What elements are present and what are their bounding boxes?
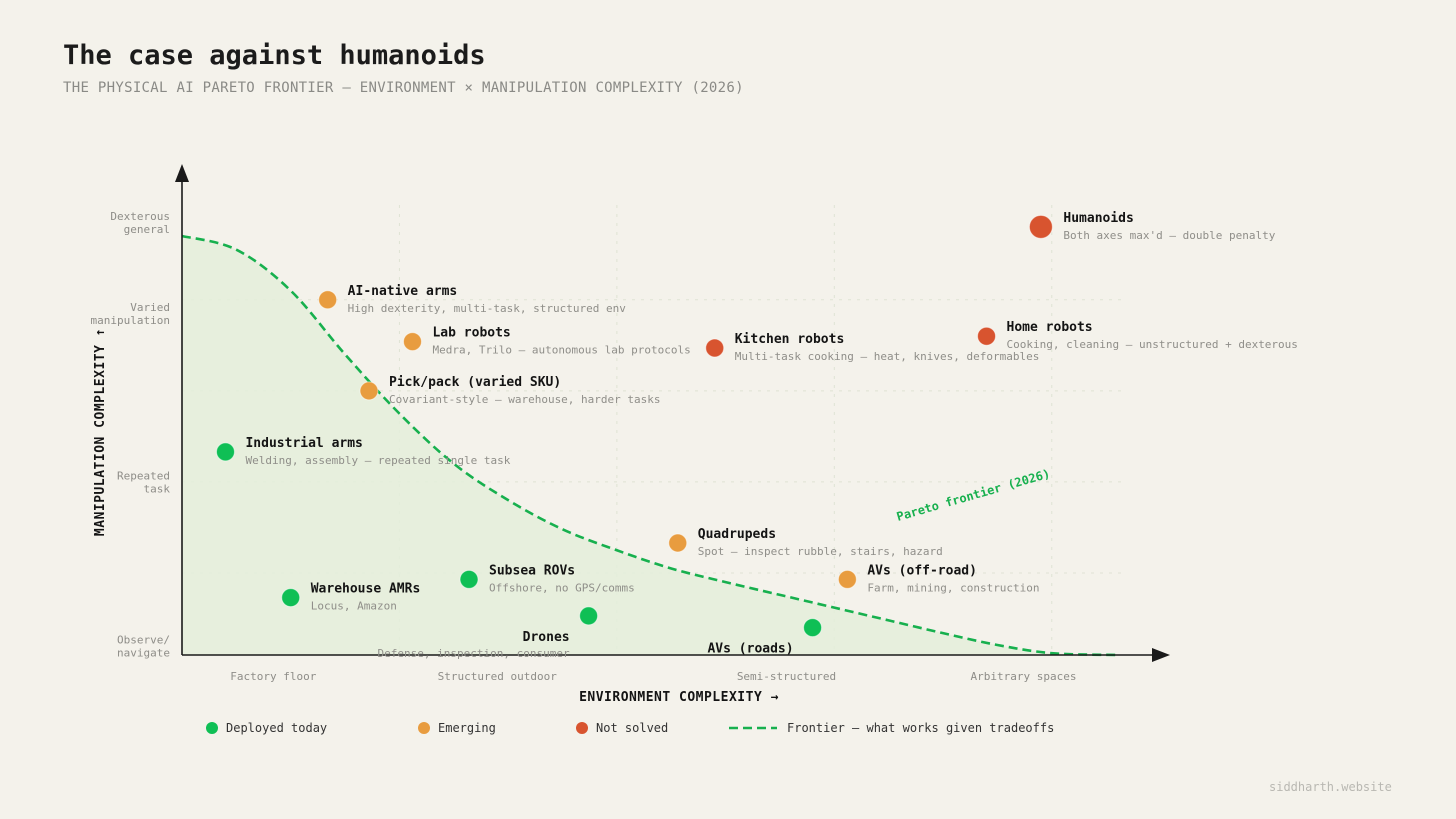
frontier-curve (181, 234, 1118, 657)
point-label-ai-native-arms: AI-native arms (348, 284, 458, 299)
point-desc-ai-native-arms: High dexterity, multi-task, structured e… (348, 302, 627, 315)
site-watermark: siddharth.website (1269, 780, 1392, 794)
point-ai-native-arms (318, 290, 338, 310)
point-label-avs-off-road: AVs (off-road) (867, 563, 977, 578)
page-subtitle: THE PHYSICAL AI PARETO FRONTIER — ENVIRO… (63, 80, 744, 96)
point-quadrupeds (668, 533, 688, 553)
point-pick-pack-varied-sku (359, 381, 379, 401)
point-desc-home-robots: Cooking, cleaning — unstructured + dexte… (1007, 338, 1298, 351)
point-label-subsea-rovs: Subsea ROVs (489, 563, 575, 578)
legend-label-deployed: Deployed today (226, 721, 327, 735)
point-label-avs-roads: AVs (roads) (707, 642, 793, 657)
point-warehouse-amrs (281, 588, 301, 608)
frontier-label: Pareto frontier (2026) (895, 467, 1052, 524)
y-tick-label: navigate (117, 646, 170, 659)
axes-layer (175, 164, 1170, 662)
points-layer: Humanoids Both axes max'd — double penalt… (215, 211, 1298, 660)
point-desc-subsea-rovs: Offshore, no GPS/comms (489, 581, 635, 594)
point-label-drones: Drones (523, 630, 570, 645)
point-label-pick-pack-varied-sku: Pick/pack (varied SKU) (389, 375, 561, 390)
y-axis-title: MANIPULATION COMPLEXITY ↑ (93, 328, 108, 536)
y-axis-arrow-icon (175, 164, 189, 182)
x-tick-label: Structured outdoor (438, 670, 558, 683)
point-label-warehouse-amrs: Warehouse AMRs (311, 582, 421, 597)
y-tick-label: general (124, 223, 170, 236)
frontier-fill-area (182, 236, 1117, 655)
point-drones (579, 606, 599, 626)
point-desc-quadrupeds: Spot — inspect rubble, stairs, hazard (698, 545, 943, 558)
page-title: The case against humanoids (63, 40, 486, 71)
point-desc-drones: Defense, inspection, consumer (378, 647, 570, 660)
frontier-fill-layer (182, 236, 1117, 655)
tick-labels: Factory floor Structured outdoor Semi-stru… (91, 210, 1077, 683)
x-tick-label: Semi-structured (737, 670, 836, 683)
point-desc-humanoids: Both axes max'd — double penalty (1063, 229, 1275, 242)
point-kitchen-robots (705, 338, 725, 358)
y-tick-label: Varied (130, 301, 170, 314)
legend-swatch-not-solved (576, 722, 588, 734)
point-desc-kitchen-robots: Multi-task cooking — heat, knives, defor… (735, 350, 1040, 363)
point-humanoids (1028, 214, 1053, 239)
legend-label-not-solved: Not solved (596, 721, 668, 735)
x-tick-label: Factory floor (230, 670, 316, 683)
point-subsea-rovs (459, 569, 479, 589)
y-tick-label: manipulation (91, 314, 170, 327)
point-label-lab-robots: Lab robots (432, 326, 510, 341)
point-desc-industrial-arms: Welding, assembly — repeated single task (245, 454, 510, 467)
point-avs-off-road (837, 569, 857, 589)
point-label-humanoids: Humanoids (1063, 211, 1133, 226)
legend: Deployed today Emerging Not solved Frontier… (206, 721, 1054, 735)
legend-swatch-emerging (418, 722, 430, 734)
point-label-quadrupeds: Quadrupeds (698, 527, 776, 542)
point-label-home-robots: Home robots (1007, 320, 1093, 335)
x-tick-label: Arbitrary spaces (971, 670, 1077, 683)
y-tick-label: Observe/ (117, 633, 170, 646)
point-avs-roads (803, 618, 823, 638)
point-desc-pick-pack-varied-sku: Covariant-style — warehouse, harder task… (389, 393, 661, 406)
point-lab-robots (402, 332, 422, 352)
point-industrial-arms (215, 442, 235, 462)
point-desc-lab-robots: Medra, Trilo — autonomous lab protocols (432, 344, 690, 357)
point-desc-avs-off-road: Farm, mining, construction (867, 581, 1039, 594)
legend-label-frontier: Frontier — what works given tradeoffs (787, 721, 1054, 735)
point-desc-warehouse-amrs: Locus, Amazon (311, 600, 397, 613)
x-axis-title: ENVIRONMENT COMPLEXITY → (579, 690, 779, 705)
legend-label-emerging: Emerging (438, 721, 496, 735)
y-tick-label: Dexterous (110, 210, 170, 223)
point-home-robots (977, 326, 997, 346)
y-tick-label: Repeated (117, 469, 170, 482)
point-label-industrial-arms: Industrial arms (245, 436, 362, 451)
x-axis-arrow-icon (1152, 648, 1170, 662)
legend-swatch-deployed (206, 722, 218, 734)
y-tick-label: task (144, 482, 171, 495)
point-label-kitchen-robots: Kitchen robots (735, 332, 845, 347)
